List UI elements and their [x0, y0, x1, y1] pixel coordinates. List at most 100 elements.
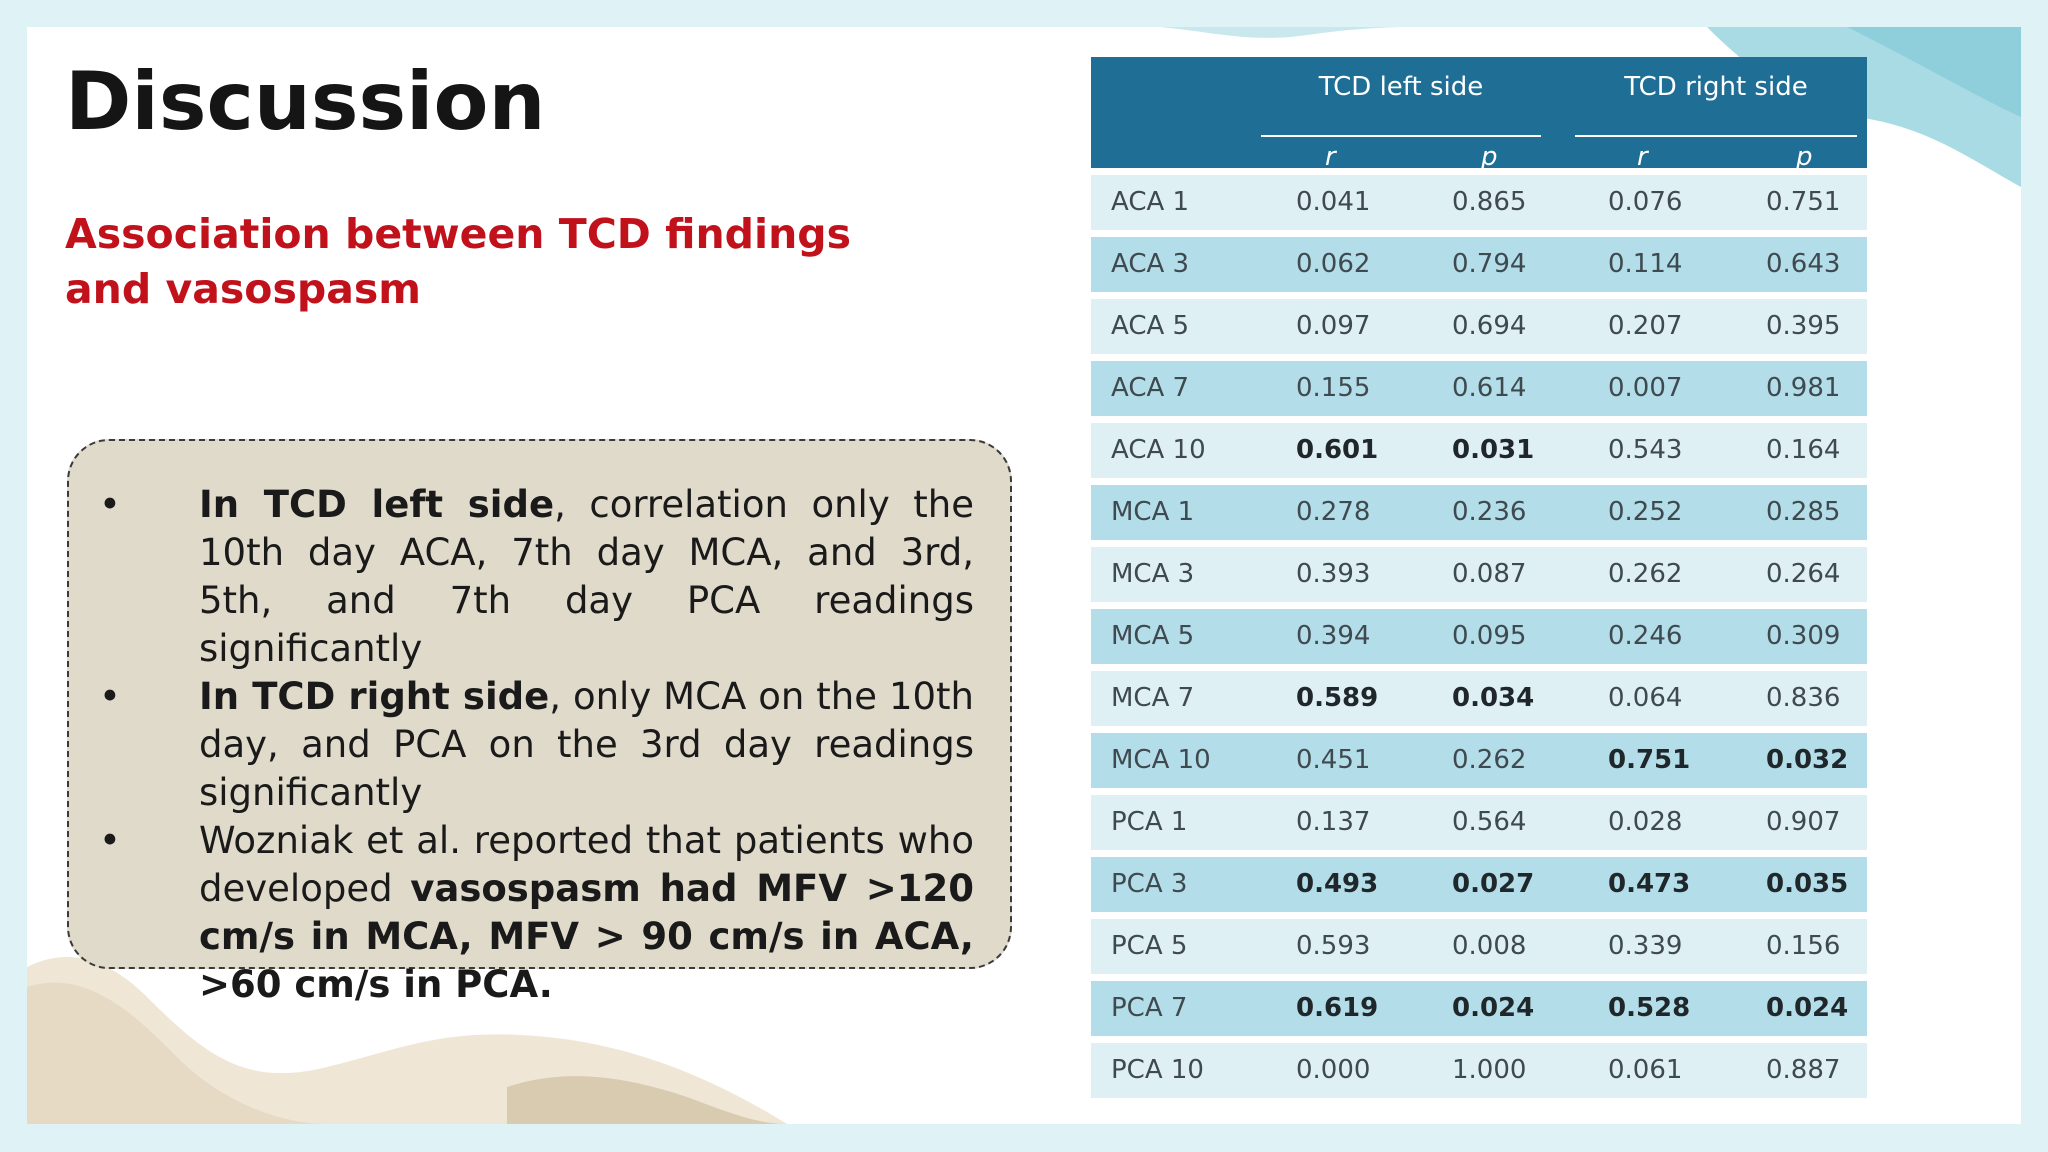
left-r-value: 0.589: [1296, 683, 1379, 713]
header-right-side: TCD right side: [1624, 72, 1808, 102]
right-p-value: 0.643: [1766, 249, 1841, 279]
row-label: PCA 10: [1111, 1055, 1204, 1085]
note-text: , only MCA on the 10th day, and PCA on t…: [199, 675, 975, 814]
left-r-value: 0.393: [1296, 559, 1371, 589]
subheader-right-r: r: [1637, 142, 1648, 172]
table-row: PCA 5 0.593 0.008 0.339 0.156: [1091, 919, 1867, 974]
left-p-value: 0.564: [1452, 807, 1527, 837]
row-label: MCA 7: [1111, 683, 1195, 713]
right-r-value: 0.207: [1608, 311, 1683, 341]
row-label: PCA 7: [1111, 993, 1188, 1023]
row-label: ACA 3: [1111, 249, 1190, 279]
left-p-value: 0.031: [1452, 435, 1535, 465]
table-row: MCA 7 0.589 0.034 0.064 0.836: [1091, 671, 1867, 726]
right-p-value: 0.887: [1766, 1055, 1841, 1085]
row-label: PCA 5: [1111, 931, 1188, 961]
left-r-value: 0.619: [1296, 993, 1379, 1023]
left-p-value: 0.024: [1452, 993, 1535, 1023]
header-left-underline: [1261, 135, 1541, 137]
right-r-value: 0.751: [1608, 745, 1691, 775]
right-p-value: 0.309: [1766, 621, 1841, 651]
note-item: • In TCD left side, correlation only the…: [99, 481, 974, 673]
right-r-value: 0.252: [1608, 497, 1683, 527]
left-r-value: 0.041: [1296, 187, 1371, 217]
right-r-value: 0.114: [1608, 249, 1683, 279]
note-text: Wozniak et al. reported that patients wh…: [199, 819, 974, 910]
left-p-value: 0.087: [1452, 559, 1527, 589]
row-label: ACA 5: [1111, 311, 1190, 341]
row-label: MCA 5: [1111, 621, 1195, 651]
left-r-value: 0.451: [1296, 745, 1371, 775]
bullet: •: [99, 819, 121, 862]
left-r-value: 0.000: [1296, 1055, 1371, 1085]
row-label: MCA 10: [1111, 745, 1211, 775]
left-p-value: 0.027: [1452, 869, 1535, 899]
right-r-value: 0.061: [1608, 1055, 1683, 1085]
right-r-value: 0.028: [1608, 807, 1683, 837]
right-r-value: 0.473: [1608, 869, 1691, 899]
note-item: • In TCD right side, only MCA on the 10t…: [99, 673, 974, 817]
note-emphasis: In TCD right side: [199, 675, 550, 718]
left-p-value: 0.236: [1452, 497, 1527, 527]
row-label: ACA 7: [1111, 373, 1190, 403]
bullet: •: [99, 483, 121, 526]
right-r-value: 0.543: [1608, 435, 1683, 465]
right-p-value: 0.156: [1766, 931, 1841, 961]
table-row: PCA 1 0.137 0.564 0.028 0.907: [1091, 795, 1867, 850]
table-row: ACA 3 0.062 0.794 0.114 0.643: [1091, 237, 1867, 292]
page-subtitle: Association between TCD findings and vas…: [65, 210, 852, 313]
left-p-value: 1.000: [1452, 1055, 1527, 1085]
table-row: MCA 10 0.451 0.262 0.751 0.032: [1091, 733, 1867, 788]
left-r-value: 0.593: [1296, 931, 1371, 961]
row-label: PCA 3: [1111, 869, 1188, 899]
subheader-left-p: p: [1481, 142, 1498, 172]
left-r-value: 0.097: [1296, 311, 1371, 341]
note-item: • Wozniak et al. reported that patients …: [99, 817, 974, 1009]
right-p-value: 0.836: [1766, 683, 1841, 713]
right-r-value: 0.339: [1608, 931, 1683, 961]
right-p-value: 0.285: [1766, 497, 1841, 527]
right-p-value: 0.035: [1766, 869, 1849, 899]
left-r-value: 0.278: [1296, 497, 1371, 527]
left-p-value: 0.694: [1452, 311, 1527, 341]
right-r-value: 0.262: [1608, 559, 1683, 589]
left-p-value: 0.008: [1452, 931, 1527, 961]
left-p-value: 0.865: [1452, 187, 1527, 217]
subheader-left-r: r: [1325, 142, 1336, 172]
table-row: PCA 3 0.493 0.027 0.473 0.035: [1091, 857, 1867, 912]
left-p-value: 0.095: [1452, 621, 1527, 651]
header-right-underline: [1575, 135, 1857, 137]
left-r-value: 0.155: [1296, 373, 1371, 403]
right-p-value: 0.751: [1766, 187, 1841, 217]
subheader-right-p: p: [1796, 142, 1813, 172]
right-p-value: 0.032: [1766, 745, 1849, 775]
left-r-value: 0.394: [1296, 621, 1371, 651]
table-row: MCA 1 0.278 0.236 0.252 0.285: [1091, 485, 1867, 540]
left-r-value: 0.601: [1296, 435, 1379, 465]
row-label: ACA 1: [1111, 187, 1190, 217]
right-p-value: 0.164: [1766, 435, 1841, 465]
discussion-notes-box: • In TCD left side, correlation only the…: [67, 439, 1012, 1006]
left-p-value: 0.614: [1452, 373, 1527, 403]
row-label: ACA 10: [1111, 435, 1206, 465]
table-header: TCD left side TCD right side r p r p: [1091, 57, 1867, 172]
right-p-value: 0.981: [1766, 373, 1841, 403]
right-p-value: 0.264: [1766, 559, 1841, 589]
note-text: , correlation only the 10th day ACA, 7th…: [199, 483, 975, 670]
table-row: ACA 10 0.601 0.031 0.543 0.164: [1091, 423, 1867, 478]
right-p-value: 0.395: [1766, 311, 1841, 341]
left-p-value: 0.794: [1452, 249, 1527, 279]
page-title: Discussion: [65, 55, 546, 148]
table-row: ACA 5 0.097 0.694 0.207 0.395: [1091, 299, 1867, 354]
left-p-value: 0.034: [1452, 683, 1535, 713]
table-row: ACA 1 0.041 0.865 0.076 0.751: [1091, 175, 1867, 230]
notes-list: • In TCD left side, correlation only the…: [99, 481, 974, 1009]
slide: Discussion Association between TCD findi…: [27, 27, 2021, 1124]
note-emphasis: vasospasm had MFV >120 cm/s in MCA, MFV …: [199, 867, 974, 1006]
right-r-value: 0.007: [1608, 373, 1683, 403]
right-r-value: 0.246: [1608, 621, 1683, 651]
table-row: ACA 7 0.155 0.614 0.007 0.981: [1091, 361, 1867, 416]
bullet: •: [99, 675, 121, 718]
right-p-value: 0.024: [1766, 993, 1849, 1023]
header-left-side: TCD left side: [1318, 72, 1484, 102]
